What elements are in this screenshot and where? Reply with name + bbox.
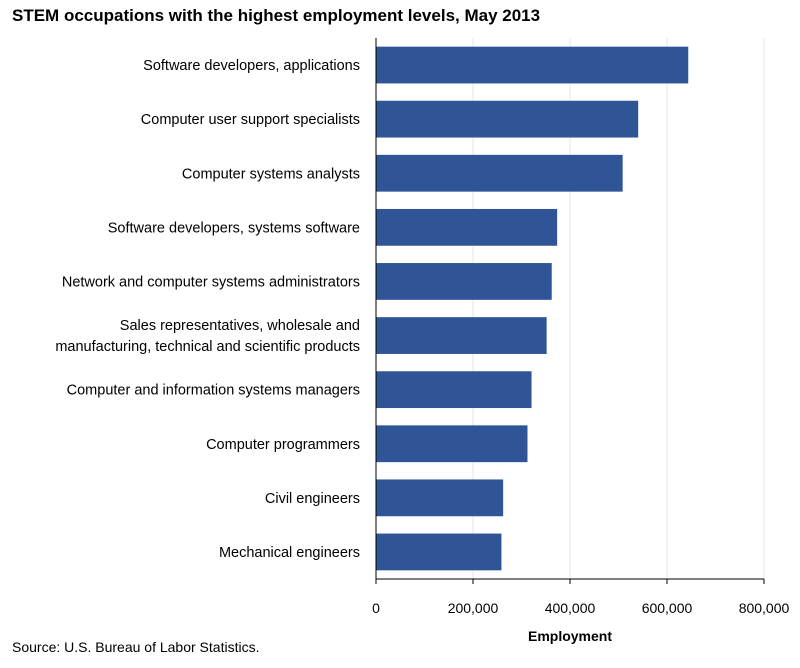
category-label: Mechanical engineers [219, 545, 360, 561]
category-label: Software developers, applications [143, 58, 360, 74]
bars [376, 46, 689, 571]
bar [376, 317, 547, 354]
chart-title: STEM occupations with the highest employ… [12, 6, 541, 25]
bar [376, 425, 528, 463]
x-tick-label: 800,000 [739, 600, 790, 616]
category-labels: Software developers, applications Compute… [55, 58, 360, 561]
bar [376, 533, 502, 571]
x-tick-label: 400,000 [545, 600, 596, 616]
x-axis-title: Employment [528, 628, 612, 644]
source-note: Source: U.S. Bureau of Labor Statistics. [12, 639, 260, 655]
category-label: Civil engineers [265, 491, 360, 507]
bar [376, 371, 532, 409]
category-label: Computer and information systems manager… [67, 383, 360, 399]
category-label: Network and computer systems administrat… [62, 274, 360, 290]
category-label: Computer user support specialists [141, 112, 360, 128]
x-tick-label: 200,000 [448, 600, 499, 616]
x-tick-label: 600,000 [642, 600, 693, 616]
bar [376, 100, 639, 138]
bar [376, 479, 504, 517]
category-label: manufacturing, technical and scientific … [55, 339, 360, 355]
x-tick-label: 0 [372, 600, 380, 616]
category-label: Computer systems analysts [182, 166, 360, 182]
category-label: Software developers, systems software [108, 220, 360, 236]
category-label: Computer programmers [206, 437, 360, 453]
bar [376, 154, 623, 192]
category-label: Sales representatives, wholesale and [120, 318, 360, 334]
bar [376, 263, 552, 300]
bar [376, 46, 689, 84]
axes: 0 200,000 400,000 600,000 800,000 [372, 38, 790, 616]
bar [376, 208, 558, 246]
